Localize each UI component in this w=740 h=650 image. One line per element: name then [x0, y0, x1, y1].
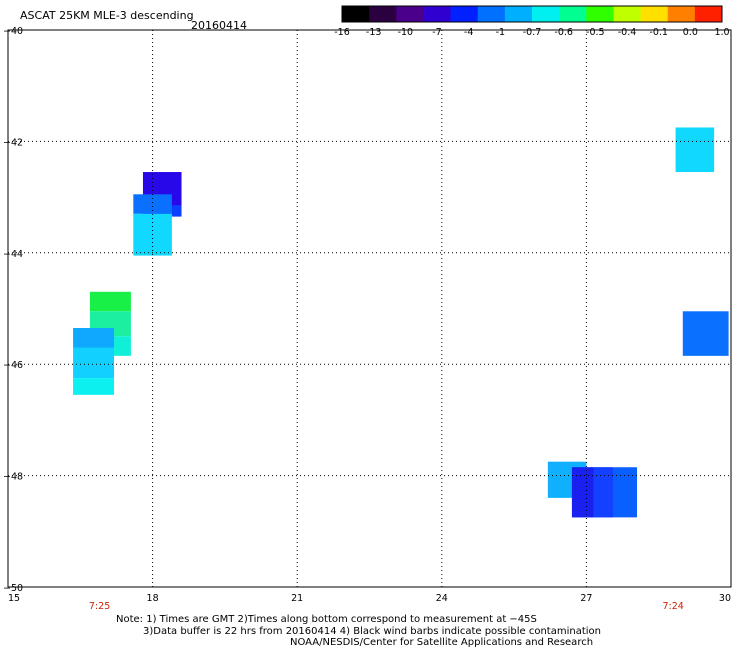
colorbar-tick-label: -0.1: [649, 27, 668, 38]
colorbar-tick-label: -16: [334, 27, 350, 38]
colorbar-swatch: [477, 6, 506, 22]
axes: 15 18 21 24 27 30 −40 −42 −44 −46 −48 −50 7:25 7:24: [3, 26, 731, 612]
x-tick-label: 27: [580, 593, 592, 604]
colorbar-frame: [341, 5, 723, 23]
x-tick-label: 15: [8, 593, 20, 604]
colorbar-swatch: [559, 6, 587, 22]
colorbar-swatch: [667, 6, 696, 22]
footer-note-line-2: 3)Data buffer is 22 hrs from 20160414 4)…: [143, 626, 601, 637]
x-tick-label: 30: [719, 593, 731, 604]
x-tick-label: 18: [147, 593, 159, 604]
wind-cell: [571, 467, 594, 518]
wind-cell: [73, 378, 115, 395]
colorbar-swatch: [586, 6, 614, 22]
colorbar: -16 -13 -10 -7 -4 -1 -0.7 -0.6 -0.5 -0.4 -0.1 0.0 1.…: [334, 5, 730, 38]
wind-cell: [73, 327, 115, 348]
y-tick-label: −42: [3, 137, 23, 148]
wind-cell: [89, 291, 131, 312]
time-label: 7:24: [662, 601, 683, 612]
colorbar-tick-label: -7: [432, 27, 441, 38]
footer-note-line-1: Note: 1) Times are GMT 2)Times along bot…: [116, 614, 537, 625]
wind-cell: [675, 127, 715, 173]
y-tick-label: −40: [3, 26, 23, 37]
colorbar-swatch: [342, 6, 370, 22]
time-label: 7:25: [89, 601, 110, 612]
y-tick-label: −48: [3, 472, 23, 483]
colorbar-tick-label: 0.0: [683, 27, 698, 38]
y-tick-label: −44: [3, 249, 23, 260]
colorbar-tick-label: -0.6: [554, 27, 573, 38]
wind-cells: [73, 127, 729, 518]
colorbar-tick-label: -1: [496, 27, 505, 38]
wind-cell: [593, 467, 613, 518]
colorbar-tick-label: -10: [398, 27, 414, 38]
colorbar-swatch: [532, 6, 560, 22]
colorbar-tick-label: -4: [464, 27, 473, 38]
wind-cell: [73, 347, 115, 379]
chart-date: 20160414: [191, 19, 247, 32]
colorbar-swatch: [640, 6, 669, 22]
x-tick-label: 21: [291, 593, 303, 604]
wind-cell: [133, 194, 172, 214]
colorbar-swatch: [369, 6, 397, 22]
wind-cell: [682, 311, 729, 356]
colorbar-tick-label: -0.5: [586, 27, 605, 38]
colorbar-swatch: [396, 6, 424, 22]
grid: [8, 30, 731, 587]
colorbar-swatch: [694, 6, 723, 22]
y-tick-label: −50: [3, 583, 23, 594]
colorbar-swatch: [613, 6, 642, 22]
footer-note-line-3: NOAA/NESDIS/Center for Satellite Applica…: [290, 637, 594, 648]
plot-frame: [7, 29, 732, 588]
colorbar-tick-label: 1.0: [714, 27, 729, 38]
colorbar-swatch: [450, 6, 479, 22]
colorbar-tick-label: -0.7: [523, 27, 542, 38]
colorbar-swatch: [423, 6, 452, 22]
colorbar-tick-label: -13: [366, 27, 382, 38]
colorbar-tick-label: -0.4: [618, 27, 637, 38]
colorbar-swatch: [504, 6, 533, 22]
y-tick-label: −46: [3, 360, 23, 371]
x-tick-label: 24: [436, 593, 448, 604]
chart-title: ASCAT 25KM MLE-3 descending: [20, 9, 194, 22]
